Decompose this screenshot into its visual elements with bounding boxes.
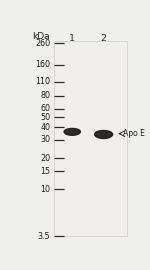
Text: 110: 110: [35, 77, 50, 86]
Text: 160: 160: [35, 60, 50, 69]
Text: 20: 20: [40, 154, 50, 163]
Text: 1: 1: [69, 34, 75, 43]
Text: 3.5: 3.5: [38, 232, 50, 241]
Text: 15: 15: [40, 167, 50, 176]
Text: 2: 2: [101, 34, 107, 43]
Text: 40: 40: [40, 123, 50, 131]
Text: 80: 80: [40, 92, 50, 100]
Text: 30: 30: [40, 136, 50, 144]
Text: Apo E: Apo E: [123, 129, 145, 138]
Text: 10: 10: [40, 185, 50, 194]
Text: 260: 260: [35, 39, 50, 48]
Text: 50: 50: [40, 113, 50, 122]
Ellipse shape: [95, 130, 113, 139]
Ellipse shape: [64, 129, 80, 135]
Text: 60: 60: [40, 104, 50, 113]
Text: kDa: kDa: [33, 32, 50, 41]
